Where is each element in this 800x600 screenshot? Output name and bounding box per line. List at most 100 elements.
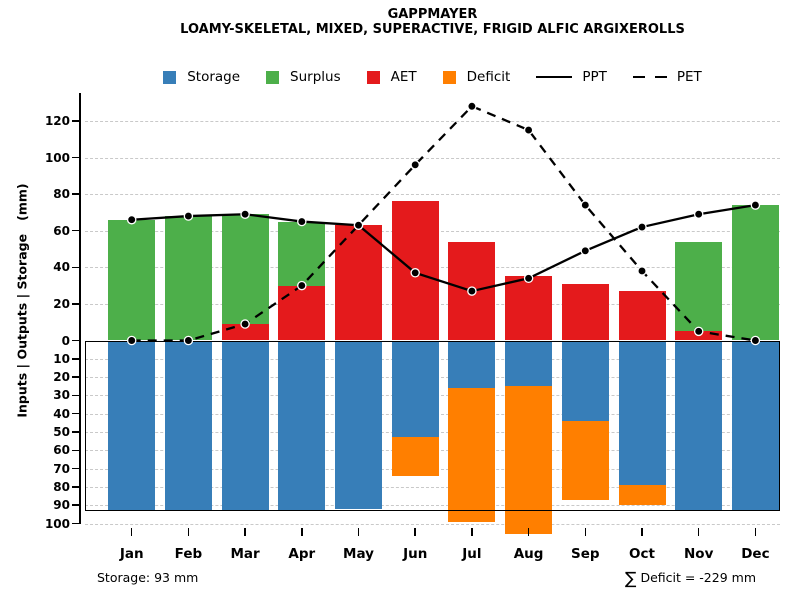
surplus-swatch-icon bbox=[266, 70, 280, 84]
aet-swatch-icon bbox=[366, 70, 380, 84]
bar-surplus bbox=[221, 214, 269, 325]
legend-item-pet: PET bbox=[632, 69, 702, 85]
month-label: Nov bbox=[684, 546, 714, 562]
legend-item-ppt: PPT bbox=[536, 69, 607, 85]
x-axis-tick bbox=[471, 527, 473, 536]
pet-marker bbox=[523, 125, 534, 135]
bar-storage bbox=[108, 340, 156, 511]
bar-deficit bbox=[391, 437, 439, 476]
bar-storage bbox=[164, 340, 212, 511]
y-axis-tick bbox=[72, 467, 79, 470]
y-axis-tick-label: 50 bbox=[53, 425, 70, 439]
y-axis-tick-label: 0 bbox=[61, 333, 70, 348]
month-label: Aug bbox=[513, 546, 544, 562]
y-axis-tick-label: 80 bbox=[53, 479, 70, 494]
x-axis-tick bbox=[584, 527, 587, 536]
bar-aet bbox=[675, 331, 723, 341]
x-axis-tick bbox=[527, 527, 530, 536]
legend-item-aet: AET bbox=[366, 69, 417, 85]
bar-storage bbox=[675, 340, 723, 511]
bar-deficit bbox=[448, 388, 496, 522]
y-axis-tick bbox=[72, 412, 79, 415]
month-label: Oct bbox=[629, 546, 655, 562]
month-label: Mar bbox=[230, 546, 260, 562]
chart-subtitle: LOAMY-SKELETAL, MIXED, SUPERACTIVE, FRIG… bbox=[180, 22, 685, 37]
pet-marker bbox=[410, 160, 420, 170]
y-axis-tick bbox=[72, 193, 79, 195]
ppt-marker bbox=[580, 246, 591, 256]
y-axis-line bbox=[79, 93, 81, 524]
y-axis-tick bbox=[72, 339, 79, 342]
y-axis-tick bbox=[72, 394, 79, 397]
bar-storage bbox=[448, 340, 496, 389]
y-axis-tick bbox=[72, 449, 79, 452]
y-axis-tick-label: 30 bbox=[53, 388, 70, 403]
x-axis-tick bbox=[130, 527, 133, 536]
y-axis-tick bbox=[72, 358, 79, 360]
bar-storage bbox=[391, 340, 439, 438]
x-axis-tick bbox=[301, 527, 303, 536]
grid-line bbox=[85, 505, 780, 507]
y-axis-tick-label: 40 bbox=[53, 260, 70, 275]
month-label: Sep bbox=[571, 546, 600, 562]
bar-storage bbox=[335, 340, 382, 509]
month-label: Feb bbox=[174, 546, 203, 562]
bar-storage bbox=[731, 340, 779, 511]
x-axis-tick bbox=[357, 527, 360, 536]
y-axis-tick-label: 60 bbox=[53, 443, 70, 458]
deficit-swatch-icon bbox=[442, 70, 456, 84]
bar-surplus bbox=[108, 219, 156, 341]
bar-storage bbox=[221, 340, 269, 511]
legend-item-storage: Storage bbox=[163, 69, 240, 85]
y-axis-tick bbox=[72, 120, 79, 122]
month-label: Dec bbox=[741, 546, 770, 562]
y-axis-tick bbox=[72, 522, 79, 525]
deficit-total-text: Deficit = -229 mm bbox=[640, 570, 756, 585]
y-axis-tick bbox=[72, 376, 79, 378]
y-axis-tick-label: 120 bbox=[44, 113, 70, 128]
sigma-symbol: ∑ bbox=[624, 569, 637, 589]
pet-marker bbox=[467, 101, 477, 112]
bar-aet bbox=[335, 225, 382, 341]
bar-aet bbox=[618, 291, 666, 341]
legend-item-surplus: Surplus bbox=[266, 69, 341, 85]
legend-label: Deficit bbox=[466, 69, 511, 85]
solid-line-icon bbox=[536, 76, 573, 78]
y-axis-tick-label: 40 bbox=[53, 406, 70, 421]
y-axis-tick bbox=[72, 486, 79, 488]
x-axis-tick bbox=[754, 527, 757, 536]
month-label: Apr bbox=[288, 546, 316, 562]
bar-surplus bbox=[278, 221, 326, 286]
grid-line bbox=[85, 120, 780, 122]
legend-item-deficit: Deficit bbox=[442, 69, 511, 85]
y-axis-tick-label: 80 bbox=[53, 187, 70, 202]
bar-aet bbox=[448, 241, 496, 341]
storage-note: Storage: 93 mm bbox=[97, 570, 199, 585]
legend-label: PET bbox=[676, 69, 702, 85]
grid-line bbox=[85, 157, 780, 159]
bar-surplus bbox=[164, 216, 212, 341]
y-axis-tick-label: 60 bbox=[53, 223, 70, 238]
x-axis-tick bbox=[244, 527, 246, 536]
month-label: Jun bbox=[403, 546, 428, 562]
grid-line bbox=[85, 523, 780, 525]
bar-aet bbox=[561, 283, 609, 341]
pet-marker bbox=[580, 200, 591, 210]
bar-storage bbox=[278, 340, 326, 511]
month-label: May bbox=[343, 546, 374, 562]
x-axis-tick bbox=[187, 527, 190, 536]
y-axis-tick bbox=[72, 431, 79, 433]
y-axis-tick bbox=[72, 229, 79, 232]
month-label: Jan bbox=[119, 546, 144, 562]
bar-aet bbox=[505, 276, 553, 341]
bar-storage bbox=[618, 340, 666, 486]
legend-label: Storage bbox=[187, 69, 241, 85]
y-axis-tick-label: 100 bbox=[44, 516, 70, 531]
bar-deficit bbox=[561, 421, 609, 500]
bar-aet bbox=[221, 324, 269, 341]
storage-box bbox=[85, 340, 780, 511]
legend-label: Surplus bbox=[290, 69, 341, 85]
bar-storage bbox=[561, 340, 609, 422]
y-axis-tick bbox=[72, 303, 79, 305]
month-label: Jul bbox=[462, 546, 482, 562]
